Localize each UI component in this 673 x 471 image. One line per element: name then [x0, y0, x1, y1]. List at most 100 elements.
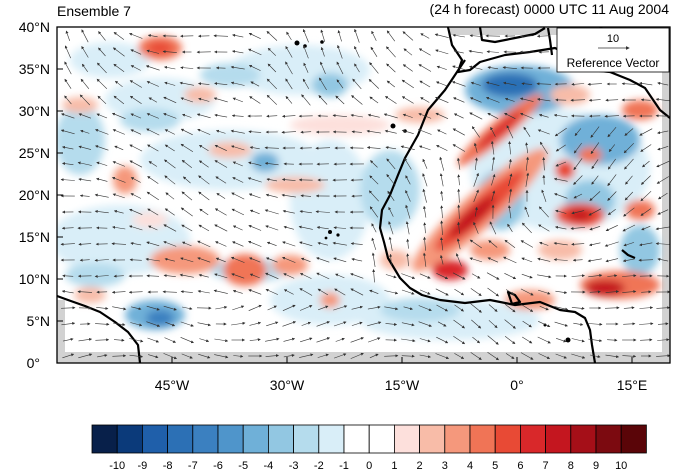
wind-vector	[638, 258, 654, 262]
y-tick-label: 30°N	[19, 103, 50, 119]
colorbar-box	[91, 424, 118, 454]
colorbar-label: 0	[366, 460, 372, 471]
wind-vector	[491, 156, 496, 171]
wind-vector	[265, 193, 278, 198]
wind-vector	[131, 306, 142, 311]
wind-vector	[146, 305, 160, 311]
wind-vector	[61, 289, 74, 294]
colorbar-label: 5	[492, 460, 498, 471]
wind-vector	[162, 290, 177, 294]
wind-vector	[64, 78, 72, 89]
wind-vector	[215, 176, 227, 184]
x-tick-label: 30°W	[270, 377, 305, 393]
wind-vector	[248, 193, 261, 199]
wind-vector	[440, 190, 444, 201]
wind-vector	[199, 208, 209, 216]
wind-vector	[130, 65, 141, 71]
wind-vector	[503, 256, 517, 264]
wind-vector	[504, 303, 516, 313]
wind-vector	[487, 66, 499, 70]
wind-vector	[367, 337, 381, 343]
wind-vector	[215, 241, 227, 247]
wind-vector	[555, 290, 568, 294]
wind-vector	[318, 95, 328, 105]
colorbar-label: -10	[109, 460, 125, 471]
colorbar-box	[192, 424, 219, 454]
wind-vector	[112, 129, 125, 135]
wind-vector	[553, 113, 568, 118]
wind-vector	[81, 63, 88, 72]
wind-vector	[472, 336, 481, 344]
wind-vector	[590, 142, 600, 155]
wind-vector	[435, 112, 449, 119]
wind-vector	[148, 97, 158, 103]
wind-vector	[299, 241, 313, 247]
wind-vector	[607, 274, 618, 278]
wind-vector	[537, 97, 551, 102]
wind-vector	[401, 96, 414, 104]
wind-vector	[146, 191, 159, 201]
wind-vector	[385, 322, 398, 326]
wind-vector	[62, 274, 74, 278]
wind-vector	[571, 82, 585, 86]
colorbar-box	[520, 424, 547, 454]
wind-vector	[214, 82, 228, 86]
wind-vector	[130, 113, 142, 119]
wind-vector	[385, 274, 397, 279]
wind-vector	[522, 320, 532, 328]
wind-vector	[422, 205, 427, 218]
wind-vector	[147, 144, 159, 152]
wind-vector	[62, 353, 75, 359]
wind-vector	[114, 80, 123, 88]
wind-vector	[537, 336, 551, 344]
wind-vector	[129, 338, 144, 343]
wind-vector	[232, 289, 243, 294]
wind-vector	[163, 305, 177, 311]
wind-vector	[230, 65, 245, 70]
wind-vector	[266, 30, 278, 41]
wind-vector	[521, 273, 533, 279]
wind-vector	[590, 126, 600, 138]
wind-vector	[538, 113, 549, 118]
wind-vector	[554, 306, 569, 311]
wind-vector	[61, 113, 75, 119]
wind-vector	[198, 224, 210, 232]
wind-vector	[298, 225, 313, 230]
wind-vector	[440, 237, 444, 251]
colorbar-box	[494, 424, 521, 454]
wind-vector	[641, 290, 652, 294]
wind-vector	[60, 242, 75, 246]
wind-vector	[451, 81, 466, 87]
wind-vector	[267, 63, 277, 73]
wind-vector	[655, 114, 670, 118]
colorbar-label: 2	[417, 460, 423, 471]
wind-vector	[572, 258, 583, 262]
wind-vector	[524, 206, 530, 218]
wind-vector	[622, 224, 636, 232]
wind-vector	[522, 336, 533, 344]
wind-vector	[300, 194, 312, 198]
wind-vector	[337, 30, 342, 42]
wind-vector	[655, 226, 670, 231]
wind-vector	[452, 65, 466, 71]
colorbar-box	[242, 424, 269, 454]
wind-vector	[320, 29, 326, 42]
wind-vector	[180, 97, 193, 103]
wind-vector	[469, 257, 483, 263]
wind-vector	[457, 174, 461, 186]
wind-vector	[285, 45, 293, 58]
wind-vector	[182, 306, 193, 310]
wind-vector	[402, 64, 413, 72]
wind-vector	[508, 141, 512, 155]
wind-vector	[230, 81, 245, 86]
wind-vector	[657, 209, 669, 215]
colorbar-box	[116, 424, 143, 454]
wind-vector	[198, 160, 209, 168]
wind-vector	[60, 178, 75, 182]
wind-vector	[231, 192, 245, 200]
wind-vector	[525, 142, 529, 154]
wind-vector	[163, 224, 177, 232]
wind-vector	[215, 305, 228, 310]
wind-vector	[384, 306, 399, 311]
wind-vector	[98, 31, 106, 41]
